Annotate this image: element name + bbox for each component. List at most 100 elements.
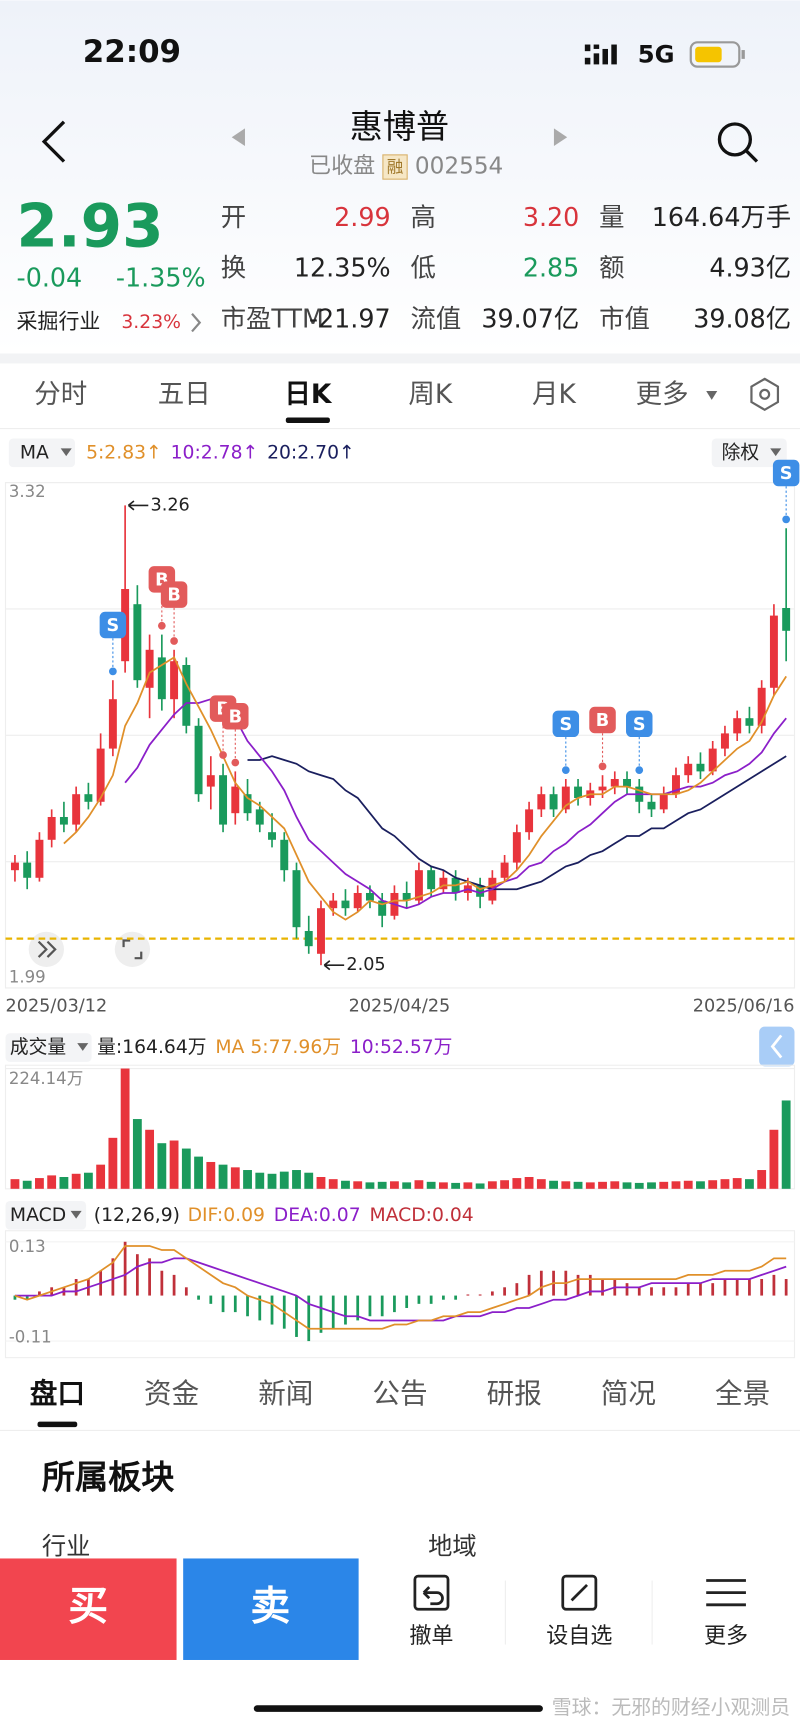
volume-bar — [524, 1177, 534, 1189]
stock-code: 002554 — [415, 153, 503, 180]
tab[interactable]: 更多 — [636, 379, 689, 410]
signal-dot — [219, 751, 227, 759]
volume-bar — [781, 1100, 791, 1189]
action-label[interactable]: 撤单 — [409, 1624, 453, 1649]
bottom-tab[interactable]: 研报 — [487, 1377, 542, 1410]
tab[interactable]: 五日 — [158, 379, 211, 410]
volume-bar — [585, 1182, 595, 1189]
volume-title[interactable]: 成交量 — [10, 1036, 66, 1058]
volume-bar — [22, 1180, 32, 1189]
prev-stock[interactable] — [231, 128, 245, 147]
volume-bar — [634, 1182, 644, 1189]
buy-button[interactable] — [0, 1558, 177, 1660]
candle-body — [341, 900, 350, 909]
adjust[interactable]: 除权 — [722, 441, 760, 463]
divider — [0, 353, 800, 364]
candle-body — [476, 885, 485, 897]
candle-body — [157, 657, 166, 700]
volume-bar — [475, 1183, 485, 1189]
section-field: 行业 — [42, 1531, 91, 1560]
collapse-button[interactable] — [759, 1026, 795, 1067]
candle-body — [292, 870, 301, 928]
macd-selector-box[interactable] — [5, 1200, 87, 1230]
stat-label: 开 — [221, 202, 246, 232]
action-label[interactable]: 更多 — [704, 1624, 748, 1649]
x-tick-label: 2025/06/16 — [693, 997, 795, 1017]
bottom-tab[interactable]: 简况 — [601, 1377, 656, 1410]
volume-bar — [659, 1181, 669, 1189]
volume-bar — [157, 1143, 167, 1189]
volume-bar — [181, 1148, 191, 1189]
volume-bar — [647, 1182, 656, 1189]
settings-icon[interactable] — [750, 377, 780, 412]
industry-arrow[interactable] — [191, 313, 202, 333]
margin-badge: 融 — [387, 158, 404, 177]
volume-selector-box[interactable] — [5, 1033, 92, 1062]
ma-selector-box[interactable] — [8, 438, 76, 468]
y-tick-label: 0.13 — [9, 1237, 46, 1256]
macd-title[interactable]: MACD — [10, 1205, 66, 1226]
volume-bar — [683, 1180, 693, 1189]
bottom-tab[interactable]: 盘口 — [30, 1377, 85, 1410]
dropdown-caret — [70, 1210, 82, 1219]
stat-value: 39.08亿 — [693, 303, 791, 333]
back-button[interactable] — [41, 120, 66, 163]
fullscreen-button[interactable] — [114, 931, 151, 968]
volume-bar — [512, 1178, 522, 1189]
adjust-box[interactable] — [711, 438, 787, 468]
candle-body — [96, 748, 105, 802]
stat-label: 高 — [410, 202, 435, 232]
candle-body — [365, 892, 374, 901]
volume-bar — [745, 1179, 754, 1189]
extreme-arrow — [323, 960, 345, 971]
search-button[interactable] — [717, 122, 752, 157]
change: -0.04 — [17, 263, 83, 293]
signal-label: B — [167, 586, 180, 606]
volume-bar — [561, 1181, 571, 1189]
clock: 22:09 — [83, 34, 181, 70]
volume-bar — [671, 1181, 681, 1189]
candle-body — [537, 794, 546, 810]
signal-dot — [157, 621, 166, 630]
volume-bar — [500, 1180, 510, 1189]
search-handle — [744, 149, 759, 163]
volume-bar — [598, 1181, 607, 1189]
candle-body — [206, 775, 215, 787]
bottom-tab[interactable]: 公告 — [372, 1377, 427, 1410]
sell-button[interactable] — [183, 1558, 359, 1660]
signal-dot — [231, 758, 240, 767]
signal-label: S — [559, 715, 572, 735]
action-label[interactable]: 设自选 — [546, 1624, 612, 1649]
candle-body — [427, 870, 436, 890]
bottom-tab[interactable]: 全景 — [715, 1377, 770, 1410]
bottom-tab[interactable]: 资金 — [144, 1377, 199, 1410]
industry-pct: 3.23% — [121, 312, 181, 333]
volume-bar — [377, 1181, 387, 1189]
buy-label[interactable]: 买 — [68, 1584, 108, 1630]
signal-dot — [109, 667, 117, 676]
indicator-line — [14, 1245, 787, 1330]
candle-body — [304, 930, 313, 947]
volume-bar — [206, 1161, 216, 1189]
tab[interactable]: 日K — [284, 379, 332, 410]
volume-bar — [708, 1180, 718, 1189]
signal-dot — [782, 515, 791, 524]
candle-body — [231, 786, 240, 814]
sell-label[interactable]: 卖 — [250, 1584, 290, 1630]
indicator-line — [63, 656, 787, 921]
next-stock[interactable] — [553, 128, 568, 147]
indicator-legend: MA 5:77.96万 — [215, 1037, 341, 1058]
tab[interactable]: 分时 — [34, 379, 87, 410]
bottom-tab[interactable]: 新闻 — [258, 1377, 313, 1410]
signal-badge — [552, 710, 580, 738]
tab[interactable]: 月K — [532, 379, 576, 410]
industry: 采掘行业 — [17, 310, 101, 334]
candle-body — [672, 775, 680, 795]
volume-bar — [120, 1068, 130, 1189]
ma-selector[interactable]: MA — [20, 442, 49, 463]
indicator-legend: MACD:0.04 — [369, 1205, 473, 1226]
volume-bar — [402, 1182, 412, 1189]
candle-body — [108, 699, 117, 749]
tab[interactable]: 周K — [408, 379, 452, 410]
indicator-line — [14, 1257, 787, 1322]
